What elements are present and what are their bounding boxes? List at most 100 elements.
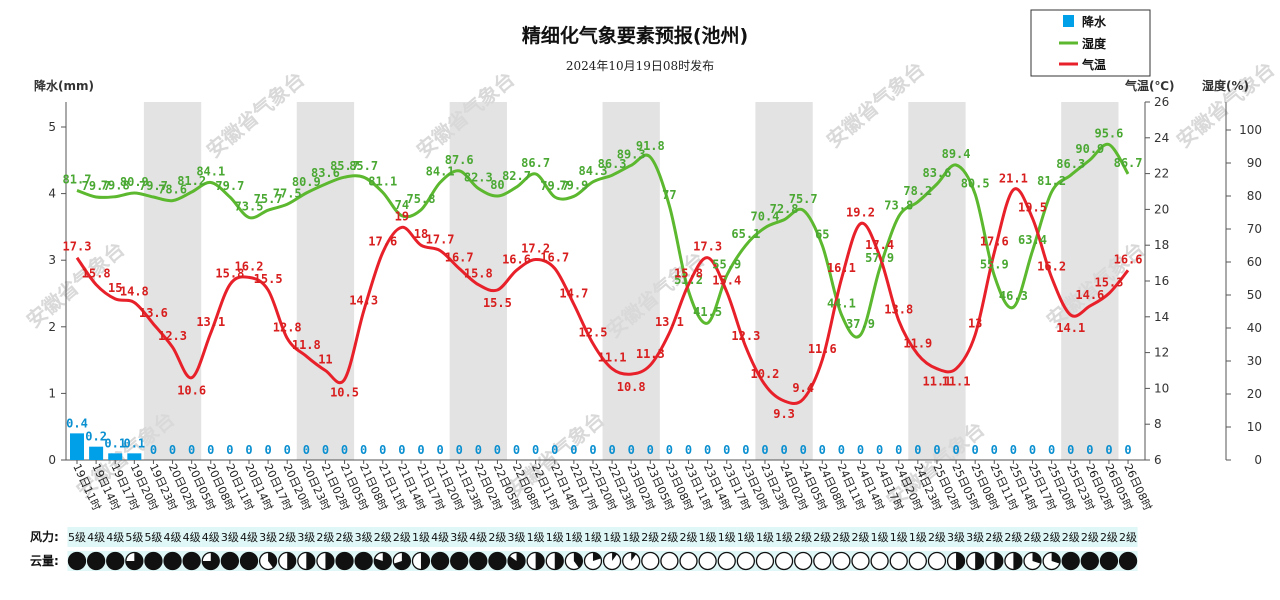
humidity-data-label: 51.2 bbox=[674, 273, 703, 287]
humidity-data-label: 78.2 bbox=[903, 184, 932, 198]
humidity-data-label: 74 bbox=[395, 198, 409, 212]
temperature-data-label: 17.3 bbox=[693, 240, 722, 254]
wind-cell bbox=[1080, 527, 1100, 547]
wind-cell bbox=[793, 527, 813, 547]
precip-data-label: 0 bbox=[819, 443, 826, 457]
wind-value: 4级 bbox=[431, 531, 449, 544]
humidity-data-label: 84.1 bbox=[196, 164, 225, 178]
wind-cell bbox=[602, 527, 622, 547]
humidity-data-label: 79.7 bbox=[215, 179, 244, 193]
humidity-data-label: 85.7 bbox=[330, 159, 359, 173]
legend-label-precip: 降水 bbox=[1082, 14, 1107, 29]
wind-value: 5级 bbox=[125, 531, 143, 544]
wind-cell bbox=[411, 527, 431, 547]
precip-data-label: 0.2 bbox=[85, 430, 107, 444]
humidity-data-label: 77.5 bbox=[273, 186, 302, 200]
precip-data-label: 0 bbox=[1105, 443, 1112, 457]
temperature-data-label: 14.1 bbox=[1056, 321, 1085, 335]
precip-tick-label: 1 bbox=[48, 386, 56, 400]
wind-value: 2级 bbox=[794, 531, 812, 544]
temperature-data-label: 15.8 bbox=[82, 267, 111, 281]
humidity-tick-label: 70 bbox=[1247, 222, 1262, 236]
precip-data-label: 0 bbox=[991, 443, 998, 457]
humidity-data-label: 79.8 bbox=[101, 179, 130, 193]
cloud-icon-outline bbox=[698, 551, 717, 571]
wind-cell bbox=[545, 527, 565, 547]
cloud-icon-fill bbox=[612, 552, 618, 561]
precip-data-label: 0 bbox=[723, 443, 730, 457]
precip-data-label: 0 bbox=[303, 443, 310, 457]
humidity-data-label: 46.3 bbox=[999, 289, 1028, 303]
precip-data-label: 0 bbox=[188, 443, 195, 457]
precip-data-label: 0 bbox=[379, 443, 386, 457]
humidity-axis-label: 湿度(%) bbox=[1202, 78, 1249, 93]
cloud-icon-outline bbox=[889, 551, 908, 571]
humidity-data-label: 65.1 bbox=[731, 227, 760, 241]
cloud-icon-fill bbox=[68, 552, 86, 570]
temperature-data-label: 21.1 bbox=[999, 172, 1028, 186]
data-labels: 0.40.20.10.1 0 0 0 0 0 0 0 0 0 0 0 0 0 0 0 0 0 0 0 0 0 0 0 0 0 0 0 0… bbox=[63, 127, 1143, 457]
cloud-icon-outline bbox=[870, 551, 889, 571]
cloud-icon-outline bbox=[774, 551, 794, 571]
wind-cell bbox=[105, 527, 125, 547]
precip-tick-label: 0 bbox=[48, 453, 56, 467]
humidity-data-label: 82.3 bbox=[464, 170, 493, 184]
humidity-data-label: 55.9 bbox=[980, 258, 1009, 272]
wind-value: 2级 bbox=[393, 531, 411, 544]
cloud-icon-fill bbox=[1081, 552, 1099, 570]
wind-value: 3级 bbox=[947, 531, 965, 544]
precip-data-label: 0 bbox=[1086, 443, 1093, 457]
humidity-tick-label: 40 bbox=[1247, 321, 1262, 335]
humidity-tick-label: 50 bbox=[1247, 288, 1262, 302]
wind-cell bbox=[850, 527, 871, 547]
humidity-data-label: 79.7 bbox=[82, 179, 111, 193]
precip-bar bbox=[108, 453, 123, 460]
humidity-data-label: 79.9 bbox=[559, 178, 588, 192]
precip-data-label: 0 bbox=[628, 443, 635, 457]
temperature-data-label: 14.8 bbox=[120, 284, 149, 298]
humidity-data-label: 78.6 bbox=[158, 183, 187, 197]
cloud-icon-fill bbox=[306, 552, 315, 570]
wind-cell bbox=[124, 527, 144, 547]
wind-value: 1级 bbox=[603, 531, 621, 544]
precip-data-label: 0 bbox=[436, 443, 443, 457]
precip-data-label: 0 bbox=[494, 443, 501, 457]
temperature-data-label: 15.8 bbox=[215, 267, 244, 281]
humidity-tick-label: 80 bbox=[1247, 189, 1262, 203]
wind-cell bbox=[755, 527, 775, 547]
wind-value: 3级 bbox=[221, 531, 239, 544]
precip-data-label: 0 bbox=[341, 443, 348, 457]
wind-cell bbox=[812, 527, 832, 547]
cloud-icon-outline bbox=[927, 551, 947, 571]
wind-cell bbox=[889, 527, 909, 547]
wind-value: 1级 bbox=[527, 531, 545, 544]
wind-value: 1级 bbox=[909, 531, 927, 544]
cloud-icon-fill bbox=[508, 552, 526, 570]
humidity-tick-label: 30 bbox=[1247, 354, 1262, 368]
wind-value: 2级 bbox=[852, 531, 870, 544]
info-rows: 风力: 云量: 5级 4级 4级 5级 5级 4级 4级 4级 3级 4级 3级 2级 3级 2级 2级 3级… bbox=[30, 527, 1138, 571]
precip-tick-label: 2 bbox=[48, 320, 56, 334]
night-band bbox=[449, 102, 507, 460]
humidity-data-label: 57.9 bbox=[865, 251, 894, 265]
temperature-tick-label: 14 bbox=[1154, 310, 1169, 324]
humidity-data-label: 75.8 bbox=[407, 192, 436, 206]
cloud-icon-fill bbox=[469, 552, 487, 570]
temperature-data-label: 10.6 bbox=[177, 384, 206, 398]
legend-box bbox=[1030, 9, 1151, 77]
cloud-icon-fill bbox=[87, 552, 105, 570]
cloud-icon-fill bbox=[374, 552, 392, 570]
humidity-data-label: 79.7 bbox=[139, 179, 168, 193]
wind-value: 4级 bbox=[164, 531, 182, 544]
wind-value: 3级 bbox=[297, 531, 315, 544]
precip-data-label: 0 bbox=[264, 443, 271, 457]
precip-data-label: 0 bbox=[761, 443, 768, 457]
wind-cell bbox=[1022, 527, 1043, 547]
precip-data-label: 0 bbox=[532, 443, 539, 457]
humidity-data-label: 89.3 bbox=[617, 147, 646, 161]
precip-data-label: 0 bbox=[284, 443, 291, 457]
x-tick-labels: 19日11时19日14时19日17时19日20时19日23时20日02时20日0… bbox=[70, 460, 1154, 513]
night-band bbox=[602, 102, 660, 460]
humidity-tick-label: 90 bbox=[1247, 156, 1262, 170]
wind-cell bbox=[449, 527, 469, 547]
